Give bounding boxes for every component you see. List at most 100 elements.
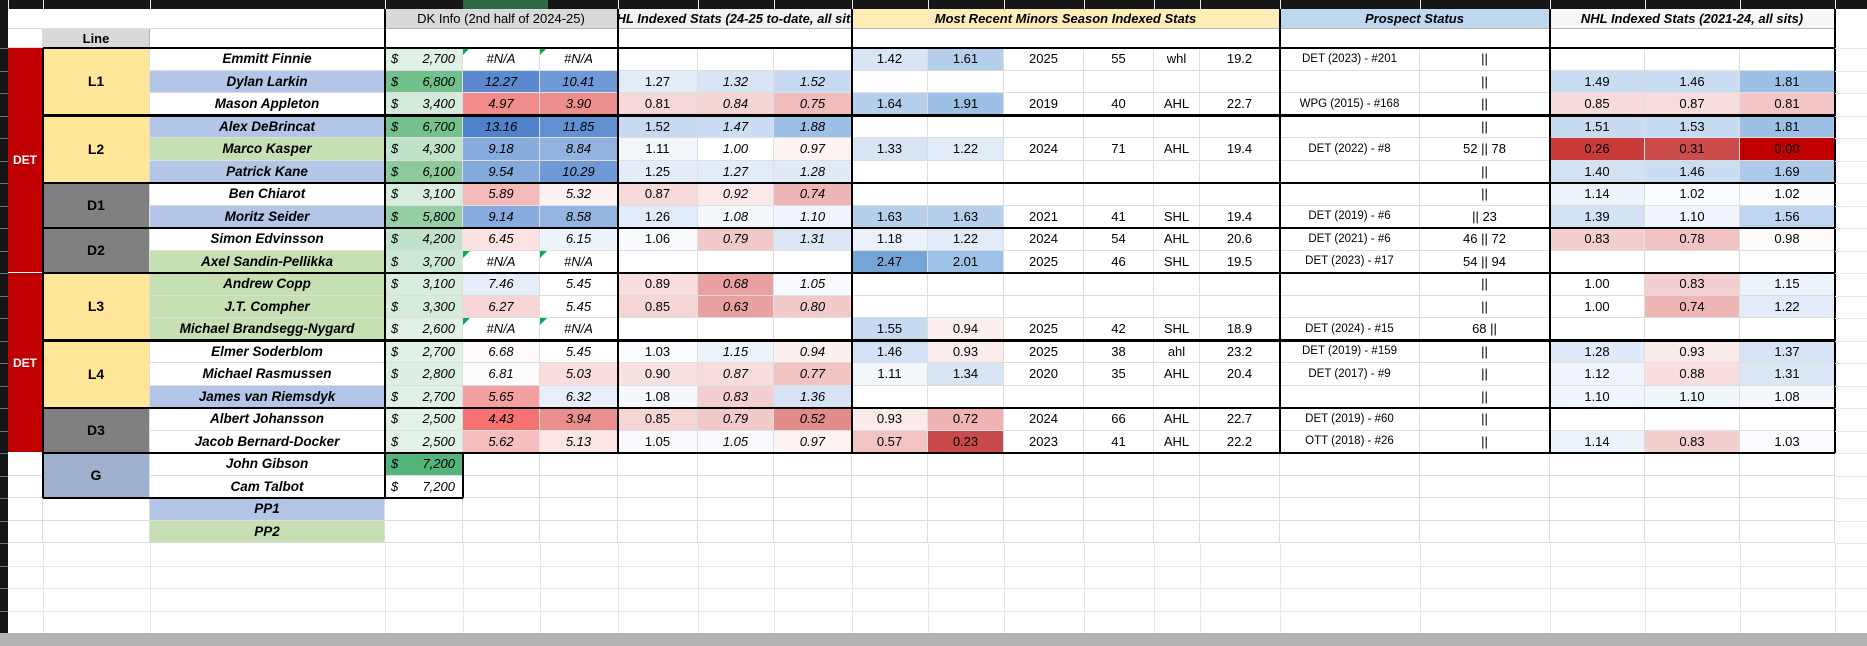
cell-shots[interactable]: [852, 183, 928, 206]
cell-p1_h[interactable]: 1.81: [1740, 70, 1835, 93]
cell-afppg[interactable]: 3.94: [540, 408, 618, 431]
cell-dkpts_h[interactable]: [1550, 48, 1645, 71]
cell-dkpts_c[interactable]: [618, 475, 698, 498]
cell-mingp[interactable]: 55: [1084, 48, 1154, 71]
cell-p1_c[interactable]: [774, 250, 852, 273]
cell-icf_h[interactable]: 1.10: [1645, 385, 1740, 408]
cell-p1_c[interactable]: 1.36: [774, 385, 852, 408]
cell-dkpts_h[interactable]: [1550, 475, 1645, 498]
player-name-cell[interactable]: Michael Brandsegg-Nygard: [150, 318, 385, 341]
cell-icf_h[interactable]: 1.02: [1645, 183, 1740, 206]
cell-pronman[interactable]: ||: [1420, 363, 1550, 386]
cell-mingp[interactable]: 41: [1084, 430, 1154, 453]
team-block[interactable]: DET: [8, 273, 43, 453]
cell-xfppg[interactable]: 13.16: [463, 115, 540, 138]
cell-season[interactable]: [1004, 183, 1084, 206]
cell-mingp[interactable]: [1084, 498, 1154, 521]
cell-p1_c[interactable]: 0.80: [774, 295, 852, 318]
cell-dkpts_c[interactable]: 1.27: [618, 70, 698, 93]
cell-dkpts_h[interactable]: [1550, 408, 1645, 431]
cell-dkpts_h[interactable]: 0.83: [1550, 228, 1645, 251]
cell-xfppg[interactable]: 6.27: [463, 295, 540, 318]
line-group-cell-L1[interactable]: L1: [43, 48, 150, 116]
cell-dk[interactable]: $3,300: [385, 295, 463, 318]
cell-p1_h[interactable]: 1.22: [1740, 295, 1835, 318]
cell-pronman[interactable]: 46 || 72: [1420, 228, 1550, 251]
cell-p1_h[interactable]: [1740, 408, 1835, 431]
cell-dkpts_c[interactable]: 0.90: [618, 363, 698, 386]
cell-mingp[interactable]: 38: [1084, 340, 1154, 363]
cell-dk[interactable]: $2,500: [385, 408, 463, 431]
cell-xfppg[interactable]: 5.89: [463, 183, 540, 206]
cell-dkpts_c[interactable]: [618, 498, 698, 521]
cell-season[interactable]: [1004, 453, 1084, 476]
cell-afppg[interactable]: [540, 498, 618, 521]
cell-age[interactable]: 23.2: [1200, 340, 1280, 363]
cell-dk[interactable]: $2,600: [385, 318, 463, 341]
cell-pronman[interactable]: ||: [1420, 115, 1550, 138]
cell-draft[interactable]: DET (2019) - #60: [1280, 408, 1420, 431]
cell-p1gp[interactable]: [928, 453, 1004, 476]
cell-shots[interactable]: [852, 453, 928, 476]
team-block[interactable]: DET: [8, 48, 43, 273]
cell-line-empty[interactable]: [43, 498, 150, 521]
cell-dk[interactable]: $5,800: [385, 205, 463, 228]
cell-icf_c[interactable]: [698, 520, 774, 543]
cell-shots[interactable]: 1.18: [852, 228, 928, 251]
cell-age[interactable]: 22.7: [1200, 408, 1280, 431]
cell-dk[interactable]: $2,700: [385, 340, 463, 363]
cell-dkpts_c[interactable]: 1.25: [618, 160, 698, 183]
cell-dkpts_c[interactable]: 1.06: [618, 228, 698, 251]
cell-afppg[interactable]: 5.45: [540, 340, 618, 363]
cell-pronman[interactable]: ||: [1420, 93, 1550, 116]
cell-p1gp[interactable]: [928, 70, 1004, 93]
cell-xfppg[interactable]: [463, 475, 540, 498]
cell-p1_h[interactable]: [1740, 520, 1835, 543]
cell-pronman[interactable]: [1420, 520, 1550, 543]
cell-p1gp[interactable]: 1.61: [928, 48, 1004, 71]
cell-team-empty[interactable]: [8, 520, 43, 543]
cell-p1_c[interactable]: [774, 48, 852, 71]
cell-p1_h[interactable]: 1.81: [1740, 115, 1835, 138]
player-name-cell[interactable]: Ben Chiarot: [150, 183, 385, 206]
cell-mingp[interactable]: [1084, 160, 1154, 183]
cell-age[interactable]: [1200, 273, 1280, 296]
cell-season[interactable]: [1004, 520, 1084, 543]
cell-dk[interactable]: $3,700: [385, 250, 463, 273]
cell-icf_c[interactable]: [698, 48, 774, 71]
cell-age[interactable]: 20.4: [1200, 363, 1280, 386]
cell-dkpts_h[interactable]: 1.00: [1550, 273, 1645, 296]
cell-pronman[interactable]: ||: [1420, 430, 1550, 453]
player-name-cell[interactable]: James van Riemsdyk: [150, 385, 385, 408]
player-name-cell[interactable]: Dylan Larkin: [150, 70, 385, 93]
cell-p1gp[interactable]: 0.72: [928, 408, 1004, 431]
cell-p1_c[interactable]: 0.97: [774, 138, 852, 161]
cell-xfppg[interactable]: 6.68: [463, 340, 540, 363]
cell-dk[interactable]: $6,800: [385, 70, 463, 93]
cell-icf_h[interactable]: 1.10: [1645, 205, 1740, 228]
cell-icf_h[interactable]: [1645, 453, 1740, 476]
line-group-cell-G[interactable]: G: [43, 453, 150, 498]
cell-icf_c[interactable]: 0.83: [698, 385, 774, 408]
cell-pronman[interactable]: ||: [1420, 340, 1550, 363]
cell-icf_c[interactable]: 0.92: [698, 183, 774, 206]
cell-xfppg[interactable]: 4.97: [463, 93, 540, 116]
cell-xfppg[interactable]: #N/A: [463, 48, 540, 71]
cell-mingp[interactable]: 66: [1084, 408, 1154, 431]
cell-p1_c[interactable]: 1.10: [774, 205, 852, 228]
cell-pronman[interactable]: || 23: [1420, 205, 1550, 228]
cell-afppg[interactable]: [540, 475, 618, 498]
cell-dk[interactable]: $7,200: [385, 453, 463, 476]
cell-draft[interactable]: [1280, 498, 1420, 521]
cell-shots[interactable]: [852, 385, 928, 408]
cell-p1_h[interactable]: [1740, 250, 1835, 273]
cell-mingp[interactable]: 71: [1084, 138, 1154, 161]
cell-icf_c[interactable]: 1.00: [698, 138, 774, 161]
line-group-cell-L3[interactable]: L3: [43, 273, 150, 341]
cell-pronman[interactable]: 54 || 94: [1420, 250, 1550, 273]
cell-dkpts_h[interactable]: 1.12: [1550, 363, 1645, 386]
cell-lg[interactable]: [1154, 183, 1200, 206]
cell-draft[interactable]: DET (2021) - #6: [1280, 228, 1420, 251]
player-name-cell[interactable]: Andrew Copp: [150, 273, 385, 296]
cell-pronman[interactable]: ||: [1420, 408, 1550, 431]
